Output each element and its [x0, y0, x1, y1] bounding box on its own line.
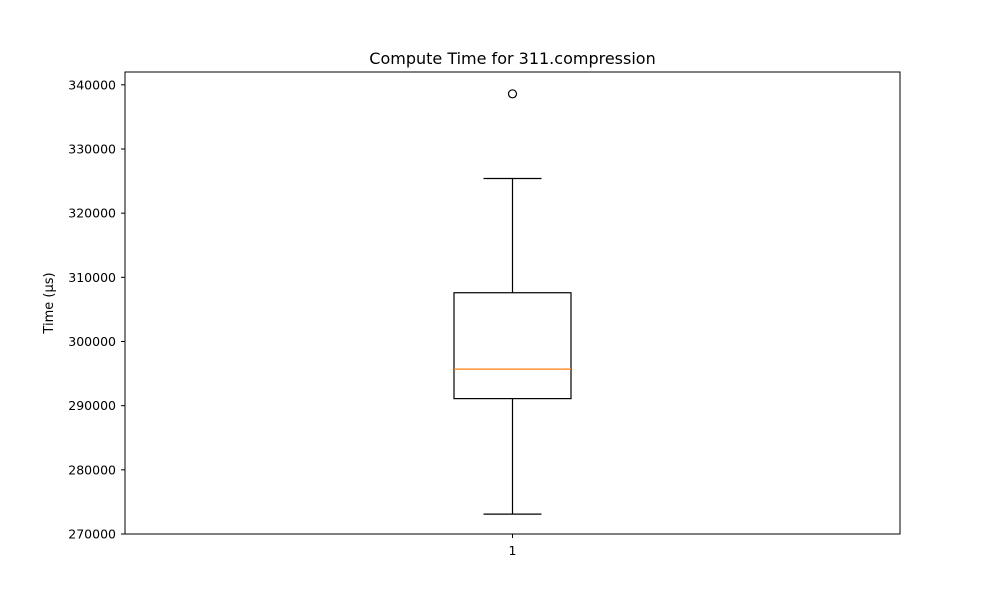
y-tick-label: 290000 [68, 398, 116, 413]
box-group [453, 89, 572, 515]
y-tick-label: 280000 [68, 462, 116, 477]
box-iqr [453, 292, 572, 400]
x-axis-ticks: 1 [509, 534, 517, 558]
outlier-point [507, 89, 518, 99]
y-axis-label: Time (µs) [42, 272, 57, 334]
y-tick-label: 320000 [68, 206, 116, 221]
y-tick-label: 310000 [68, 270, 116, 285]
box-series [453, 89, 572, 515]
chart-title: Compute Time for 311.compression [369, 49, 655, 68]
y-axis-ticks: 270000 280000 290000 300000 310000 320000 3300… [68, 77, 125, 542]
y-tick-label: 300000 [68, 334, 116, 349]
y-tick-label: 270000 [68, 527, 116, 542]
y-tick-label: 340000 [68, 77, 116, 92]
y-tick-label: 330000 [68, 142, 116, 157]
x-tick-label: 1 [509, 543, 517, 558]
